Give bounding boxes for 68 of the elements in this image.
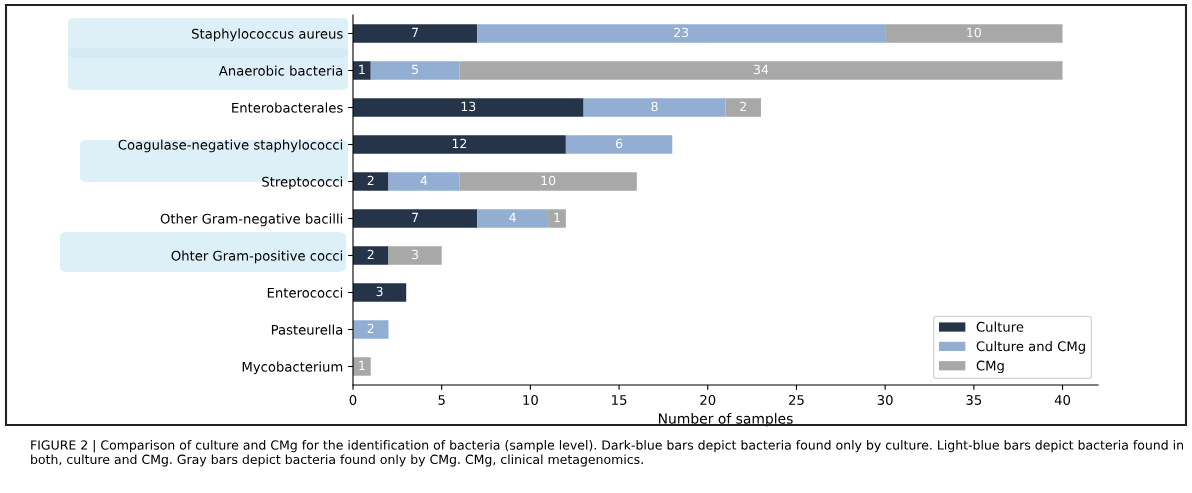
data-label: 7 (412, 27, 418, 37)
data-label: 2 (367, 323, 374, 333)
y-tick-label: Coagulase-negative staphylococci (118, 139, 343, 153)
bar (725, 98, 761, 117)
data-label: 3 (376, 286, 383, 297)
bar (477, 24, 886, 43)
bar (353, 246, 389, 265)
data-label: 34 (753, 64, 769, 75)
y-tick-label: Anaerobic bacteria (218, 65, 343, 76)
data-label: 2 (367, 249, 374, 259)
legend-label: Culture (976, 321, 1024, 332)
y-tick-label: Pasteurella (271, 324, 343, 335)
caption: FIGURE 2 | Comparison of culture and CMg for the identification of bacteria (sample level). Dark-blue bars depict bacteria found only by culture. Light-blue bars depict bacteria found in both, culture and CMg. Gray bars depict bacteria found only by CMg. CMg, clinical metagenomics. (31, 440, 1183, 467)
bar (370, 61, 460, 80)
y-tick-label: Streptococci (262, 176, 343, 190)
bar (548, 209, 566, 228)
bar (353, 135, 566, 154)
data-label: 2 (740, 101, 746, 111)
x-axis-title: Number of samples (658, 413, 793, 427)
data-label: 1 (359, 360, 365, 370)
y-tick-label: Other Gram-negative bacilli (160, 213, 343, 227)
legend-label: Culture and CMg (976, 340, 1085, 354)
bar (353, 320, 389, 339)
bar (388, 246, 442, 265)
y-tick-label: Staphylococcus aureus (192, 28, 343, 42)
data-label: 4 (509, 212, 516, 222)
bar (477, 209, 549, 228)
x-tick-label: 0 (349, 394, 357, 405)
data-label: 10 (541, 175, 556, 186)
data-label: 12 (452, 138, 467, 148)
data-label: 2 (367, 175, 374, 185)
data-label: 1 (359, 64, 365, 74)
x-tick-label: 15 (612, 395, 627, 405)
x-tick-label: 35 (966, 394, 982, 405)
x-tick-label: 40 (1054, 394, 1071, 405)
data-label: 13 (461, 101, 476, 112)
data-label: 23 (674, 27, 689, 38)
data-label: 8 (651, 101, 658, 112)
bar (353, 61, 371, 80)
bar (885, 24, 1063, 43)
data-label: 1 (554, 212, 560, 222)
bar (459, 172, 637, 191)
y-tick-label: Mycobacterium (242, 361, 343, 375)
bar (459, 61, 1063, 80)
x-tick-label: 25 (789, 394, 804, 405)
bar (583, 98, 726, 117)
data-label: 3 (412, 249, 419, 260)
bar (353, 98, 584, 117)
bar (353, 283, 407, 302)
bar (353, 209, 478, 228)
bar (565, 135, 673, 154)
data-label: 5 (412, 64, 418, 75)
data-label: 6 (615, 138, 623, 149)
data-label: 7 (412, 212, 418, 222)
bar (388, 172, 460, 191)
x-tick-label: 10 (523, 394, 538, 405)
bar (353, 357, 371, 376)
y-tick-label: Enterobacterales (232, 102, 343, 113)
x-tick-label: 5 (438, 395, 445, 405)
y-tick-label: Enterococci (267, 287, 343, 298)
bar (353, 24, 478, 43)
bar (353, 172, 389, 191)
legend-label: CMg (976, 360, 1004, 374)
data-label: 4 (420, 175, 428, 185)
x-tick-label: 30 (877, 394, 893, 405)
x-tick-label: 20 (700, 394, 716, 405)
y-tick-label: Ohter Gram-positive cocci (171, 250, 343, 264)
data-label: 10 (967, 27, 981, 38)
